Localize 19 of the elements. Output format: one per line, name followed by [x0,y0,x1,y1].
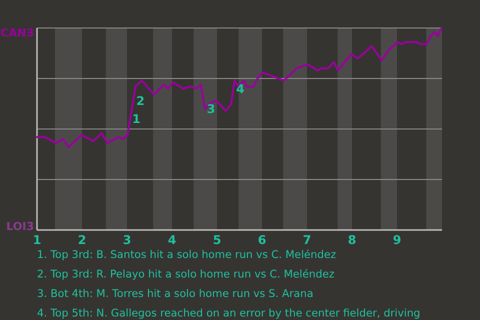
annotation: 2 [136,94,145,108]
x-tick-label: 5 [212,233,222,247]
text: 3. Bot 4th: M. Torres hit a solo home run vs S. Arana [37,288,314,300]
text: CAN3 [0,26,34,40]
annotation: 1 [132,112,141,126]
annotation: 4 [236,82,244,96]
x-tick-label: 3 [122,233,132,247]
text: 2. Top 3rd: R. Pelayo hit a solo home run vs C. Meléndez [37,268,335,280]
text: LOI3 [6,220,34,233]
x-tick-label: 4 [168,233,176,247]
x-tick-label: 6 [258,233,266,247]
x-tick-label: 8 [348,233,356,247]
annotation: 3 [206,102,216,116]
text: 4. Top 5th: N. Gallegos reached on an error by the center fielder, driving [37,308,420,320]
x-tick-label: 7 [302,233,312,247]
text: 1. Top 3rd: B. Santos hit a solo home run vs C. Meléndez [37,249,336,261]
x-tick-label: 1 [32,233,42,247]
x-tick-label: 9 [392,233,402,247]
x-tick-label: 2 [78,233,86,247]
